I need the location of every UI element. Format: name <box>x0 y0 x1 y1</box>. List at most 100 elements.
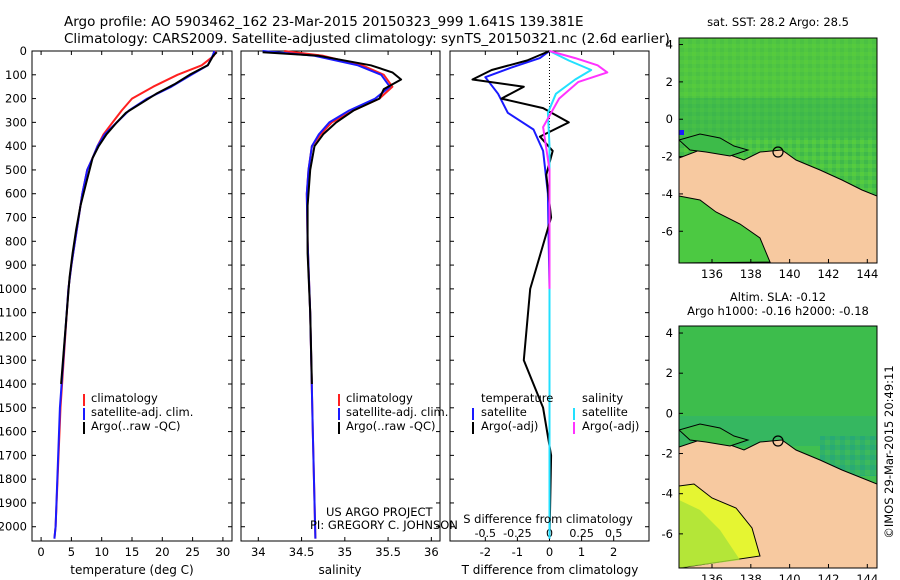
map-lon-label: 138 <box>740 267 762 281</box>
legend-climatology: climatology <box>91 391 158 405</box>
map-lat-label: 4 <box>666 326 673 340</box>
map-lat-label: 2 <box>666 366 673 380</box>
map-lat-label: -6 <box>662 527 673 541</box>
series-line-salinity-satellite <box>546 50 593 539</box>
x-tick-label: -2 <box>480 545 491 559</box>
map-lat-label: 0 <box>666 112 673 126</box>
salinity-xlabel: salinity <box>318 563 361 577</box>
legend-satellite: satellite-adj. clim. <box>91 405 193 419</box>
series-line-temperature-satellite <box>484 50 551 539</box>
sla-island <box>679 423 750 447</box>
x-tick-label: 10 <box>94 545 109 559</box>
x-tick-label: 1 <box>578 545 585 559</box>
imos-stamp: ©IMOS 29-Mar-2015 20:49:11 <box>882 365 896 538</box>
map-lon-label: 144 <box>856 572 878 580</box>
series-line-climatology <box>284 50 394 539</box>
depth-tick-label: 100 <box>5 68 27 82</box>
depth-tick-label: 2000 <box>0 520 27 534</box>
difference-temperature-legend: temperature satellite Argo(-adj) <box>472 391 553 434</box>
sst-map-title: sat. SST: 28.2 Argo: 28.5 <box>707 15 849 29</box>
s-difference-tick-label: 0.25 <box>569 527 594 540</box>
map-lat-label: -4 <box>662 487 673 501</box>
depth-tick-label: 700 <box>5 211 27 225</box>
depth-tick-label: 1200 <box>0 329 27 343</box>
salinity-panel: 34 34.5 35 35.5 36 salinity climatology sate… <box>240 50 458 577</box>
s-difference-tick-label: -0.25 <box>503 527 531 540</box>
x-tick-label: 15 <box>125 545 140 559</box>
depth-tick-label: 1100 <box>0 306 27 320</box>
sst-map-frame <box>678 37 878 264</box>
series-line-argo-raw-qc- <box>262 51 403 385</box>
x-tick-label: 20 <box>155 545 170 559</box>
map-lon-label: 142 <box>817 572 839 580</box>
x-tick-label: 0 <box>546 545 553 559</box>
title-line-2: Climatology: CARS2009. Satellite-adjuste… <box>64 31 670 47</box>
sla-map-title: Altim. SLA: -0.12 <box>730 290 826 304</box>
salinity-legend: climatology satellite-adj. clim. Argo(..… <box>338 391 448 434</box>
series-line-argo-raw-qc- <box>60 51 218 385</box>
legend-climatology: climatology <box>346 391 413 405</box>
sst-island <box>679 133 750 157</box>
temperature-axes-frame <box>31 50 233 542</box>
series-line-satellite-adj-clim- <box>262 50 391 539</box>
s-difference-xlabel: S difference from climatology <box>463 512 633 526</box>
temperature-legend: climatology satellite-adj. clim. Argo(..… <box>83 391 193 434</box>
project-pi: PI: GREGORY C. JOHNSON <box>310 518 458 532</box>
map-lat-label: 2 <box>666 75 673 89</box>
depth-tick-label: 500 <box>5 163 27 177</box>
x-tick-label: -1 <box>512 545 523 559</box>
sla-map-subtitle: Argo h1000: -0.16 h2000: -0.18 <box>687 304 869 318</box>
difference-panel: -2 -1 0 1 2-0.5 -0.25 0 0.25 0.5 S difference fr… <box>449 50 650 577</box>
x-tick-label: 34 <box>251 545 266 559</box>
salinity-axes-frame <box>240 50 441 542</box>
x-tick-label: 5 <box>68 545 75 559</box>
sla-argo-location-marker <box>772 435 784 447</box>
x-tick-label: 0 <box>37 545 44 559</box>
map-lon-label: 140 <box>779 267 801 281</box>
depth-tick-label: 1600 <box>0 425 27 439</box>
map-lon-label: 144 <box>856 267 878 281</box>
series-line-temperature-argo-adj- <box>471 50 570 539</box>
map-lat-label: 0 <box>666 406 673 420</box>
sst-argo-location-marker <box>772 146 784 158</box>
legend-t-satellite: satellite <box>481 405 527 419</box>
depth-tick-label: 300 <box>5 115 27 129</box>
depth-tick-label: 1400 <box>0 377 27 391</box>
series-line-salinity-argo-adj- <box>542 50 609 289</box>
legend-temperature-title: temperature <box>481 391 553 405</box>
series-line-climatology <box>53 50 217 539</box>
depth-tick-label: 1500 <box>0 401 27 415</box>
map-lat-label: -2 <box>662 447 673 461</box>
legend-satellite: satellite-adj. clim. <box>346 405 448 419</box>
legend-argo: Argo(..raw -QC) <box>91 419 181 433</box>
map-lon-label: 140 <box>779 572 801 580</box>
x-tick-label: 35 <box>338 545 353 559</box>
depth-tick-label: 800 <box>5 234 27 248</box>
x-tick-label: 25 <box>185 545 200 559</box>
series-line-satellite-adj-clim- <box>53 50 216 539</box>
map-lon-label: 138 <box>740 572 762 580</box>
depth-tick-label: 1300 <box>0 353 27 367</box>
legend-s-argo: Argo(-adj) <box>582 419 639 433</box>
map-lat-label: -2 <box>662 150 673 164</box>
depth-tick-label: 400 <box>5 139 27 153</box>
depth-tick-label: 200 <box>5 92 27 106</box>
sst-pixel <box>679 130 684 135</box>
depth-tick-label: 1700 <box>0 448 27 462</box>
sla-map: Altim. SLA: -0.12 Argo h1000: -0.16 h200… <box>662 290 879 580</box>
map-lat-label: 4 <box>666 38 673 52</box>
depth-tick-label: 0 <box>20 44 27 58</box>
x-tick-label: 30 <box>216 545 231 559</box>
sla-map-frame <box>678 325 878 569</box>
sst-map: sat. SST: 28.2 Argo: 28.5 136 138 140 142 14… <box>662 15 879 281</box>
difference-salinity-legend: salinity satellite Argo(-adj) <box>573 391 639 434</box>
x-tick-label: 35.5 <box>375 545 401 559</box>
legend-salinity-title: salinity <box>582 391 623 405</box>
temperature-xlabel: temperature (deg C) <box>70 563 193 577</box>
map-lon-label: 136 <box>701 572 723 580</box>
title-line-1: Argo profile: AO 5903462_162 23-Mar-2015… <box>64 14 584 30</box>
project-name: US ARGO PROJECT <box>326 505 434 519</box>
s-difference-tick-label: 0.5 <box>605 527 623 540</box>
depth-tick-label: 1900 <box>0 496 27 510</box>
